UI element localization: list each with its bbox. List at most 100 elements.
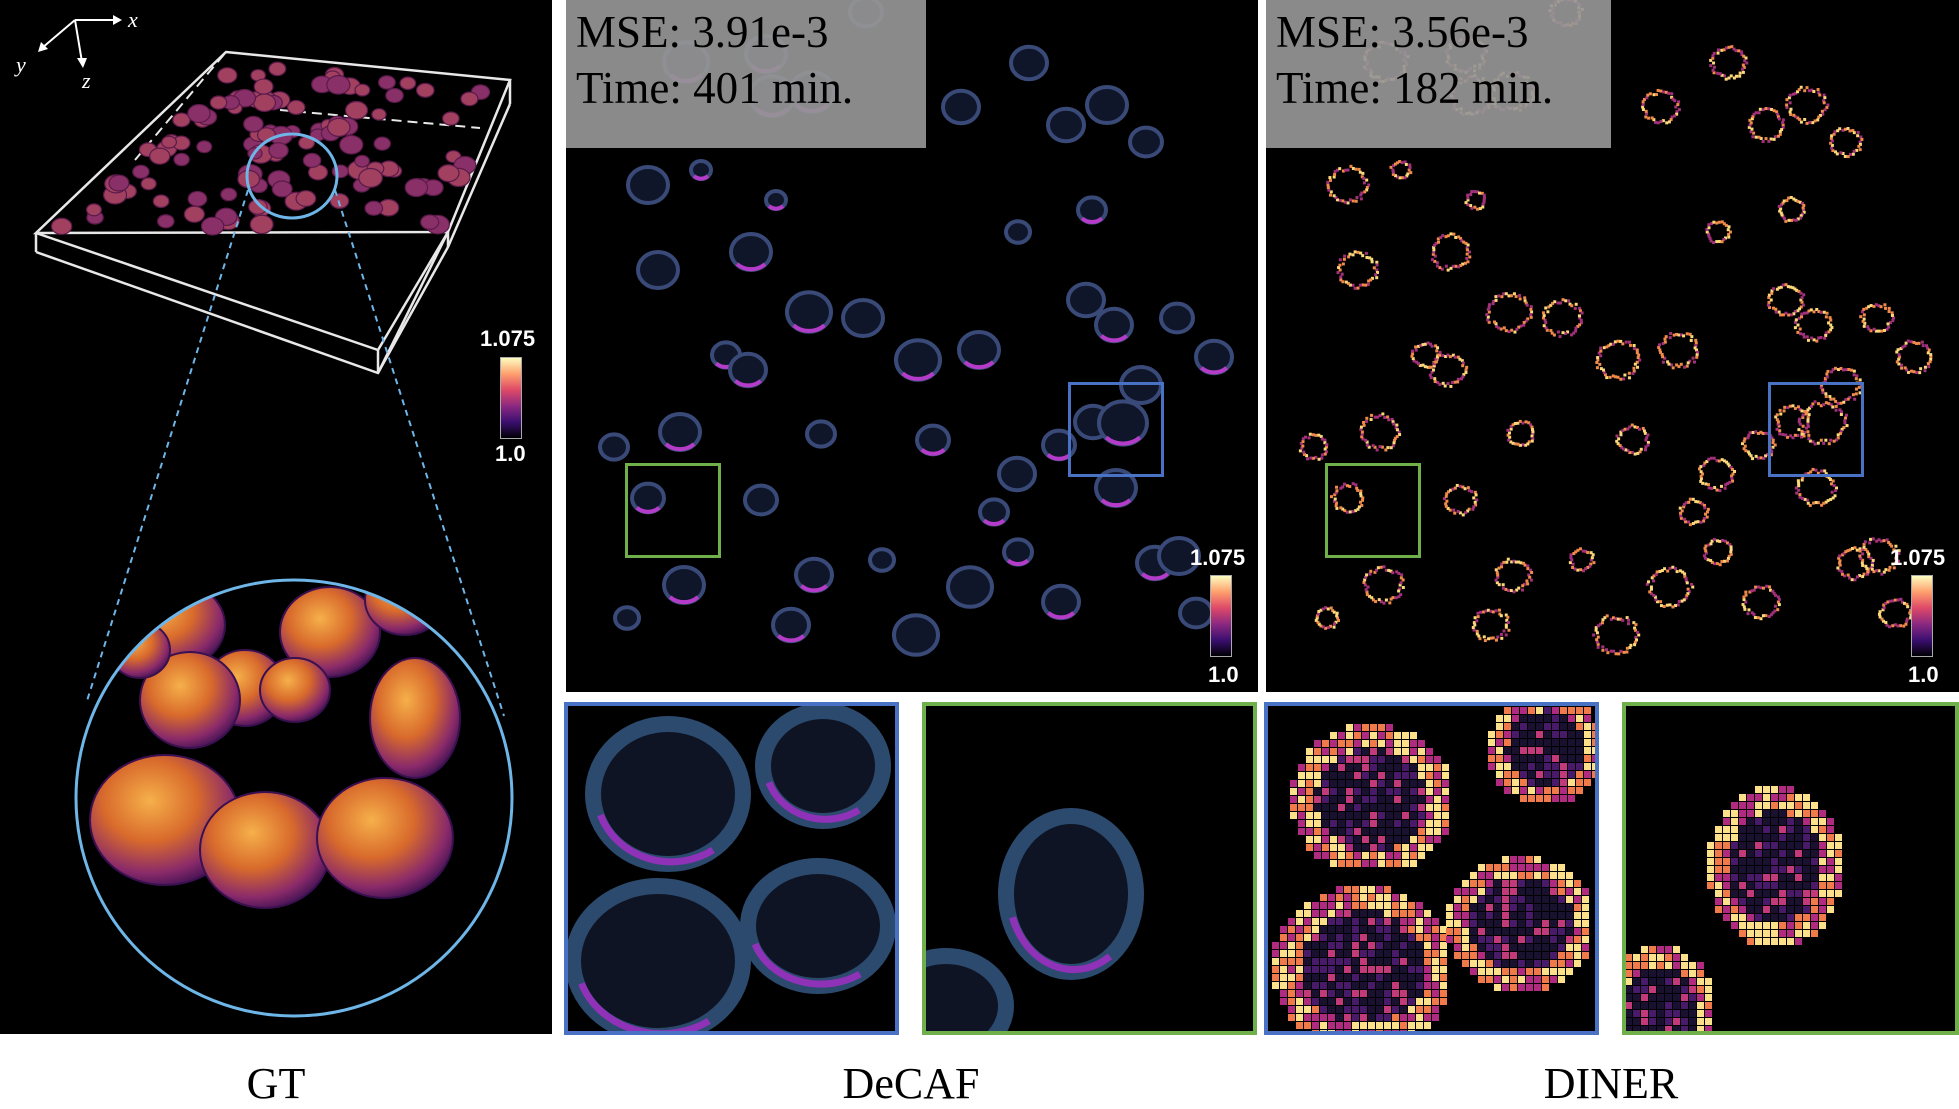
diner-inset-pixel bbox=[1384, 910, 1391, 917]
diner-inset-pixel bbox=[1384, 894, 1391, 901]
diner-inset-pixel bbox=[1346, 796, 1353, 803]
diner-cell-dot bbox=[1641, 426, 1645, 430]
diner-cell-dot bbox=[1796, 309, 1800, 313]
diner-cell-dot bbox=[1512, 292, 1516, 296]
diner-inset-pixel bbox=[1392, 974, 1399, 981]
diner-inset-pixel bbox=[1330, 764, 1337, 771]
diner-cell-dot bbox=[1923, 365, 1927, 369]
diner-inset-pixel bbox=[1811, 850, 1818, 857]
diner-inset-pixel bbox=[1418, 788, 1425, 795]
diner-inset-pixel bbox=[1486, 888, 1493, 895]
diner-cell-dot bbox=[1379, 565, 1383, 569]
diner-inset-pixel bbox=[1536, 747, 1543, 754]
diner-cell-dot bbox=[1701, 472, 1705, 476]
diner-cell-dot bbox=[1777, 310, 1781, 314]
diner-cell-dot bbox=[1888, 321, 1892, 325]
diner-cell-dot bbox=[1433, 259, 1437, 263]
diner-inset-pixel bbox=[1312, 998, 1319, 1005]
diner-cell-dot bbox=[1740, 442, 1744, 446]
diner-cell-dot bbox=[1817, 336, 1821, 340]
diner-inset-pixel bbox=[1550, 928, 1557, 935]
diner-inset-pixel bbox=[1795, 842, 1802, 849]
diner-cell-dot bbox=[1326, 626, 1330, 630]
diner-cell-dot bbox=[1677, 100, 1681, 104]
diner-inset-pixel bbox=[1739, 890, 1746, 897]
diner-inset-pixel bbox=[1626, 994, 1632, 1001]
diner-inset-pixel bbox=[1416, 942, 1423, 949]
diner-cell-dot bbox=[1727, 554, 1731, 558]
zoomed-cells bbox=[76, 580, 512, 1016]
diner-cell-dot bbox=[1857, 144, 1861, 148]
diner-cell-dot bbox=[1386, 446, 1390, 450]
diner-cell-dot bbox=[1660, 569, 1664, 573]
diner-cell-dot bbox=[1367, 183, 1371, 187]
diner-inset-pixel bbox=[1442, 780, 1449, 787]
diner-cell-dot bbox=[1797, 289, 1801, 293]
diner-inset-pixel bbox=[1566, 944, 1573, 951]
diner-cell-dot bbox=[1363, 583, 1367, 587]
diner-inset-pixel bbox=[1370, 836, 1377, 843]
diner-cell-dot bbox=[1598, 622, 1602, 626]
diner-inset-pixel bbox=[1795, 834, 1802, 841]
diner-inset-pixel bbox=[1486, 976, 1493, 983]
diner-inset-pixel bbox=[1763, 874, 1770, 881]
diner-inset-pixel bbox=[1354, 804, 1361, 811]
diner-inset-pixel bbox=[1470, 952, 1477, 959]
diner-cell-dot bbox=[1668, 336, 1672, 340]
diner-cell-dot bbox=[1637, 427, 1641, 431]
gt-colorbar-min: 1.0 bbox=[495, 441, 526, 466]
diner-cell-dot bbox=[1722, 48, 1726, 52]
diner-cell-dot bbox=[1741, 63, 1745, 67]
diner-cell-dot bbox=[1747, 433, 1751, 437]
diner-cell-dot bbox=[1720, 48, 1724, 52]
diner-cell-dot bbox=[1674, 604, 1678, 608]
diner-cell-dot bbox=[1724, 236, 1728, 240]
diner-inset-pixel bbox=[1314, 788, 1321, 795]
diner-cell-dot bbox=[1886, 322, 1890, 326]
diner-cell-dot bbox=[1747, 125, 1751, 129]
diner-inset-pixel bbox=[1795, 906, 1802, 913]
diner-cell-dot bbox=[1704, 549, 1708, 553]
diner-inset-pixel bbox=[1755, 906, 1762, 913]
gt-cell bbox=[354, 154, 370, 168]
decaf-cell-edge bbox=[767, 204, 785, 211]
diner-inset-pixel bbox=[1626, 986, 1632, 993]
diner-inset-pixel bbox=[1819, 826, 1826, 833]
diner-inset-pixel bbox=[1312, 974, 1319, 981]
diner-inset-pixel bbox=[1352, 966, 1359, 973]
diner-inset-pixel bbox=[1378, 788, 1385, 795]
diner-inset-pixel bbox=[1368, 1014, 1375, 1021]
diner-cell-dot bbox=[1412, 359, 1416, 363]
diner-cell-dot bbox=[1846, 155, 1850, 159]
diner-inset-pixel bbox=[1779, 874, 1786, 881]
diner-cell-dot bbox=[1773, 443, 1777, 447]
diner-inset-pixel bbox=[1811, 874, 1818, 881]
diner-cell-dot bbox=[1821, 112, 1825, 116]
diner-cell-dot bbox=[1531, 437, 1535, 441]
diner-cell-dot bbox=[1787, 96, 1791, 100]
diner-inset-pixel bbox=[1819, 866, 1826, 873]
diner-inset-pixel bbox=[1400, 998, 1407, 1005]
diner-inset-pixel bbox=[1330, 740, 1337, 747]
diner-cell-dot bbox=[1431, 368, 1435, 372]
diner-cell-dot bbox=[1657, 343, 1661, 347]
diner-cell-dot bbox=[1713, 562, 1717, 566]
diner-cell-dot bbox=[1659, 350, 1663, 354]
diner-inset-pixel bbox=[1288, 966, 1295, 973]
diner-cell-dot bbox=[1434, 357, 1438, 361]
diner-inset-pixel bbox=[1280, 942, 1287, 949]
diner-inset-pixel bbox=[1384, 1014, 1391, 1021]
diner-cell-dot bbox=[1870, 563, 1874, 567]
diner-inset-pixel bbox=[1400, 1022, 1407, 1029]
diner-cell-dot bbox=[1461, 513, 1465, 517]
diner-cell-dot bbox=[1639, 447, 1643, 451]
diner-cell-dot bbox=[1646, 443, 1650, 447]
diner-cell-dot bbox=[1746, 450, 1750, 454]
diner-inset-pixel bbox=[1306, 844, 1313, 851]
diner-inset-pixel bbox=[1510, 880, 1517, 887]
diner-cell-dot bbox=[1491, 610, 1495, 614]
diner-inset-pixel bbox=[1633, 978, 1640, 985]
diner-cell-dot bbox=[1307, 436, 1311, 440]
diner-inset-pixel bbox=[1394, 788, 1401, 795]
diner-inset-pixel bbox=[1288, 990, 1295, 997]
